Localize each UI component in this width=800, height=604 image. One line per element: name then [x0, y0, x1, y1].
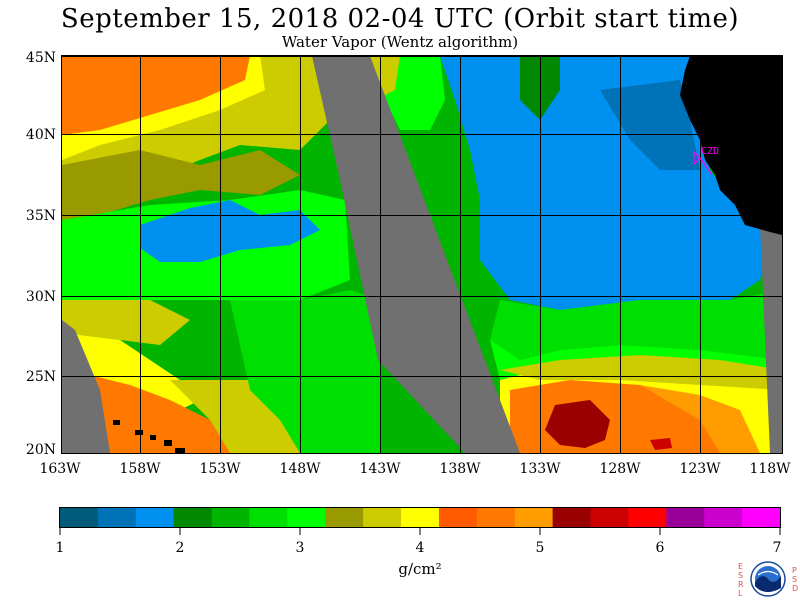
colorbar-tick-1: 1: [55, 540, 65, 556]
lon-label-163w: 163W: [39, 461, 81, 477]
lon-label-138w: 138W: [439, 461, 481, 477]
colorbar-swatch: [628, 508, 667, 527]
lon-label-148w: 148W: [279, 461, 321, 477]
swath-gap-west: [62, 320, 110, 453]
swath-gap-east: [760, 225, 782, 453]
logo-right-letters: PSD: [792, 566, 798, 593]
region-se-olive: [500, 355, 782, 390]
logo-right-text: PSD: [792, 566, 799, 593]
lat-label-20n: 20N: [25, 442, 56, 458]
colorbar-swatch: [401, 508, 440, 527]
land-california: [680, 56, 782, 235]
logo-left-letters: ESRL: [738, 562, 744, 598]
colorbar-tick-4: 4: [415, 540, 425, 556]
colorbar-swatch: [173, 508, 213, 527]
colorbar-tick-5: 5: [535, 540, 545, 556]
lat-label-40n: 40N: [25, 127, 56, 143]
colorbar-swatch: [249, 508, 288, 527]
noaa-logo: ESRL PSD: [738, 558, 798, 600]
lon-label-143w: 143W: [359, 461, 401, 477]
colorbar-swatch: [590, 508, 629, 527]
region-sw-yellow: [62, 330, 200, 410]
map-frame: [61, 55, 783, 454]
lat-label-35n: 35N: [25, 208, 56, 224]
region-east-green: [490, 290, 782, 360]
czd-marker: [693, 150, 713, 176]
map-title: September 15, 2018 02-04 UTC (Orbit star…: [60, 4, 740, 34]
region-se-red: [650, 438, 672, 450]
region-se-darkred: [545, 400, 610, 448]
lon-label-153w: 153W: [199, 461, 241, 477]
colorbar-tick-2: 2: [175, 540, 185, 556]
colorbar-tick-3: 3: [295, 540, 305, 556]
map-subtitle: Water Vapor (Wentz algorithm): [281, 33, 519, 51]
region-sw-olive: [62, 300, 190, 345]
colorbar-swatch: [552, 508, 592, 527]
lat-label-30n: 30N: [25, 289, 56, 305]
region-nw-olive: [62, 150, 300, 220]
colorbar-swatch: [704, 508, 743, 527]
colorbar-tick-6: 6: [655, 540, 665, 556]
region-central-green: [230, 290, 380, 453]
lon-label-128w: 128W: [599, 461, 641, 477]
noaa-emblem-icon: [750, 561, 786, 597]
colorbar-swatch: [135, 508, 175, 527]
colorbar-swatch: [287, 508, 326, 527]
lat-lon-grid: [62, 56, 782, 453]
colorbar-swatch: [325, 508, 364, 527]
logo-left-text: ESRL: [738, 562, 744, 598]
colorbar-swatch: [97, 508, 137, 527]
region-ne-darkblue: [600, 80, 700, 170]
colorbar-tick-7: 7: [772, 540, 782, 556]
lon-label-123w: 123W: [679, 461, 721, 477]
colorbar-swatch: [60, 508, 99, 527]
hawaiian-islands: [113, 420, 185, 453]
region-nw-orange: [62, 56, 250, 135]
colorbar-swatch: [438, 508, 478, 527]
lon-label-118w: 118W: [749, 461, 791, 477]
colorbar-swatch: [211, 508, 250, 527]
colorbar-swatch: [363, 508, 402, 527]
czd-label: CZD: [701, 146, 720, 157]
swath-gap-center: [312, 56, 520, 453]
lon-label-133w: 133W: [519, 461, 561, 477]
lat-label-45n: 45N: [25, 50, 56, 66]
colorbar-swatch: [476, 508, 516, 527]
lat-label-25n: 25N: [25, 369, 56, 385]
lon-label-158w: 158W: [119, 461, 161, 477]
colorbar-ticks: [59, 527, 781, 535]
colorbar-swatch: [514, 508, 554, 527]
colorbar-unit: g/cm²: [398, 560, 442, 578]
colorbar-swatch: [742, 508, 781, 527]
colorbar: [60, 508, 781, 527]
colorbar-swatch: [666, 508, 705, 527]
